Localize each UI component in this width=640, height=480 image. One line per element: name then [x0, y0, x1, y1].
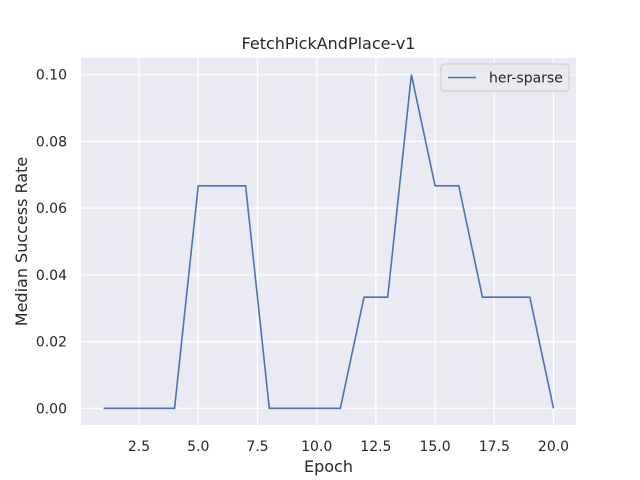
y-tick-labels: 0.00 0.02 0.04 0.06 0.08 0.10	[36, 68, 67, 418]
x-tick-label: 5.0	[187, 439, 209, 455]
chart-title: FetchPickAndPlace-v1	[242, 34, 416, 53]
y-axis-title: Median Success Rate	[12, 157, 31, 326]
y-tick-label: 0.10	[36, 68, 67, 84]
x-tick-label: 2.5	[128, 439, 150, 455]
x-tick-label: 7.5	[246, 439, 268, 455]
legend-label: her-sparse	[489, 71, 563, 87]
series-line-her-sparse	[103, 74, 555, 410]
x-tick-labels: 2.5 5.0 7.5 10.0 12.5 15.0 17.5 20.0	[128, 439, 569, 455]
x-tick-label: 15.0	[419, 439, 450, 455]
legend: her-sparse	[440, 63, 570, 92]
y-tick-label: 0.04	[36, 268, 67, 284]
plot-area	[81, 58, 576, 425]
y-tick-label: 0.00	[36, 401, 67, 417]
x-tick-label: 12.5	[360, 439, 391, 455]
legend-box	[440, 63, 570, 92]
y-tick-label: 0.06	[36, 201, 67, 217]
x-tick-label: 17.5	[479, 439, 510, 455]
x-gridlines	[138, 58, 555, 425]
x-tick-label: 20.0	[538, 439, 569, 455]
y-tick-label: 0.08	[36, 134, 67, 150]
x-tick-label: 10.0	[301, 439, 332, 455]
series-layer	[103, 74, 555, 410]
x-axis-title: Epoch	[304, 457, 353, 476]
y-tick-label: 0.02	[36, 335, 67, 351]
